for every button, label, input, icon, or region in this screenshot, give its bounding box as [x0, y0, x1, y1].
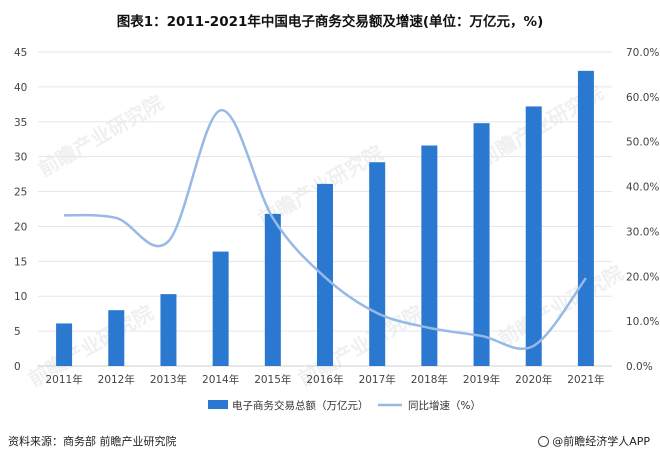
right-axis-tick-label: 0.0% — [626, 361, 653, 373]
bar — [525, 106, 542, 366]
brand-logo-icon — [538, 435, 550, 447]
bar — [317, 183, 333, 366]
x-axis-tick-label: 2017年 — [359, 373, 396, 386]
x-axis-tick-label: 2018年 — [411, 373, 448, 386]
left-axis-tick-label: 5 — [14, 326, 21, 338]
right-axis-tick-label: 50.0% — [626, 137, 659, 149]
x-axis-tick-label: 2016年 — [306, 373, 343, 386]
bar — [108, 310, 125, 366]
right-axis-tick-label: 10.0% — [626, 316, 659, 328]
bar — [160, 294, 177, 366]
bar — [264, 213, 281, 366]
left-axis-tick-label: 35 — [14, 117, 27, 129]
x-axis-tick-label: 2012年 — [98, 373, 135, 386]
x-axis-tick-label: 2021年 — [567, 373, 604, 386]
left-axis-tick-label: 0 — [14, 361, 21, 373]
left-axis-tick-label: 10 — [14, 291, 27, 303]
right-axis-tick-label: 70.0% — [626, 47, 659, 59]
right-axis-tick-label: 20.0% — [626, 271, 659, 283]
x-axis-tick-label: 2019年 — [463, 373, 500, 386]
left-axis-tick-label: 25 — [14, 187, 27, 199]
bar — [421, 145, 438, 366]
right-axis-tick-label: 40.0% — [626, 182, 659, 194]
x-axis-tick-label: 2020年 — [515, 373, 552, 386]
left-axis-tick-label: 45 — [14, 47, 27, 59]
bar — [56, 323, 73, 366]
x-axis-tick-label: 2014年 — [202, 373, 239, 386]
x-axis-tick-label: 2011年 — [45, 373, 82, 386]
legend-bar-swatch — [208, 400, 228, 409]
bar — [473, 123, 490, 366]
brand-text: @前瞻经济学人APP — [552, 435, 650, 448]
growth-rate-line — [64, 109, 587, 351]
left-axis-tick-label: 20 — [14, 221, 27, 233]
brand-credit: @前瞻经济学人APP — [538, 433, 650, 449]
left-axis-tick-label: 15 — [14, 256, 27, 268]
x-axis-tick-label: 2015年 — [254, 373, 291, 386]
source-note: 资料来源：商务部 前瞻产业研究院 — [8, 435, 177, 448]
x-axis-tick-label: 2013年 — [150, 373, 187, 386]
bar — [212, 251, 229, 366]
legend-label: 电子商务交易总额（万亿元） — [232, 399, 369, 412]
legend-label: 同比增速（%） — [408, 399, 481, 412]
left-axis-tick-label: 40 — [14, 82, 27, 94]
bar — [577, 70, 594, 366]
right-axis-tick-label: 30.0% — [626, 226, 659, 238]
left-axis-tick-label: 30 — [14, 152, 27, 164]
right-axis-tick-label: 60.0% — [626, 92, 659, 104]
chart-title: 图表1：2011-2021年中国电子商务交易额及增速(单位：万亿元，%) — [116, 14, 544, 30]
bar — [369, 162, 386, 366]
